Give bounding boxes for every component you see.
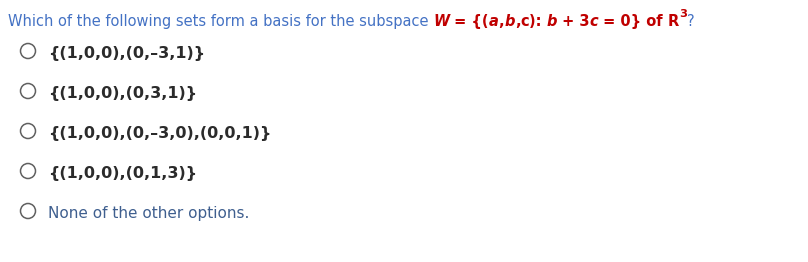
Text: None of the other options.: None of the other options. [48,206,250,221]
Text: b: b [504,14,515,29]
Text: {(1,0,0),(0,–3,1)}: {(1,0,0),(0,–3,1)} [48,46,205,61]
Text: {(1,0,0),(0,–3,0),(0,0,1)}: {(1,0,0),(0,–3,0),(0,0,1)} [48,126,271,141]
Text: = 0} of: = 0} of [598,14,668,29]
Text: {(1,0,0),(0,1,3)}: {(1,0,0),(0,1,3)} [48,166,197,181]
Text: Which of the following sets form a basis for the subspace: Which of the following sets form a basis… [8,14,433,29]
Text: ):: ): [529,14,547,29]
Text: 3: 3 [680,9,688,19]
Text: b: b [547,14,558,29]
Text: ,: , [499,14,504,29]
Text: ,: , [515,14,520,29]
Text: R: R [668,14,680,29]
Text: {(1,0,0),(0,3,1)}: {(1,0,0),(0,3,1)} [48,86,197,101]
Text: = {(: = {( [449,14,489,29]
Text: ?: ? [688,14,695,29]
Text: W: W [433,14,449,29]
Text: a: a [489,14,499,29]
Text: c: c [590,14,598,29]
Text: c: c [520,14,529,29]
Text: + 3: + 3 [558,14,590,29]
